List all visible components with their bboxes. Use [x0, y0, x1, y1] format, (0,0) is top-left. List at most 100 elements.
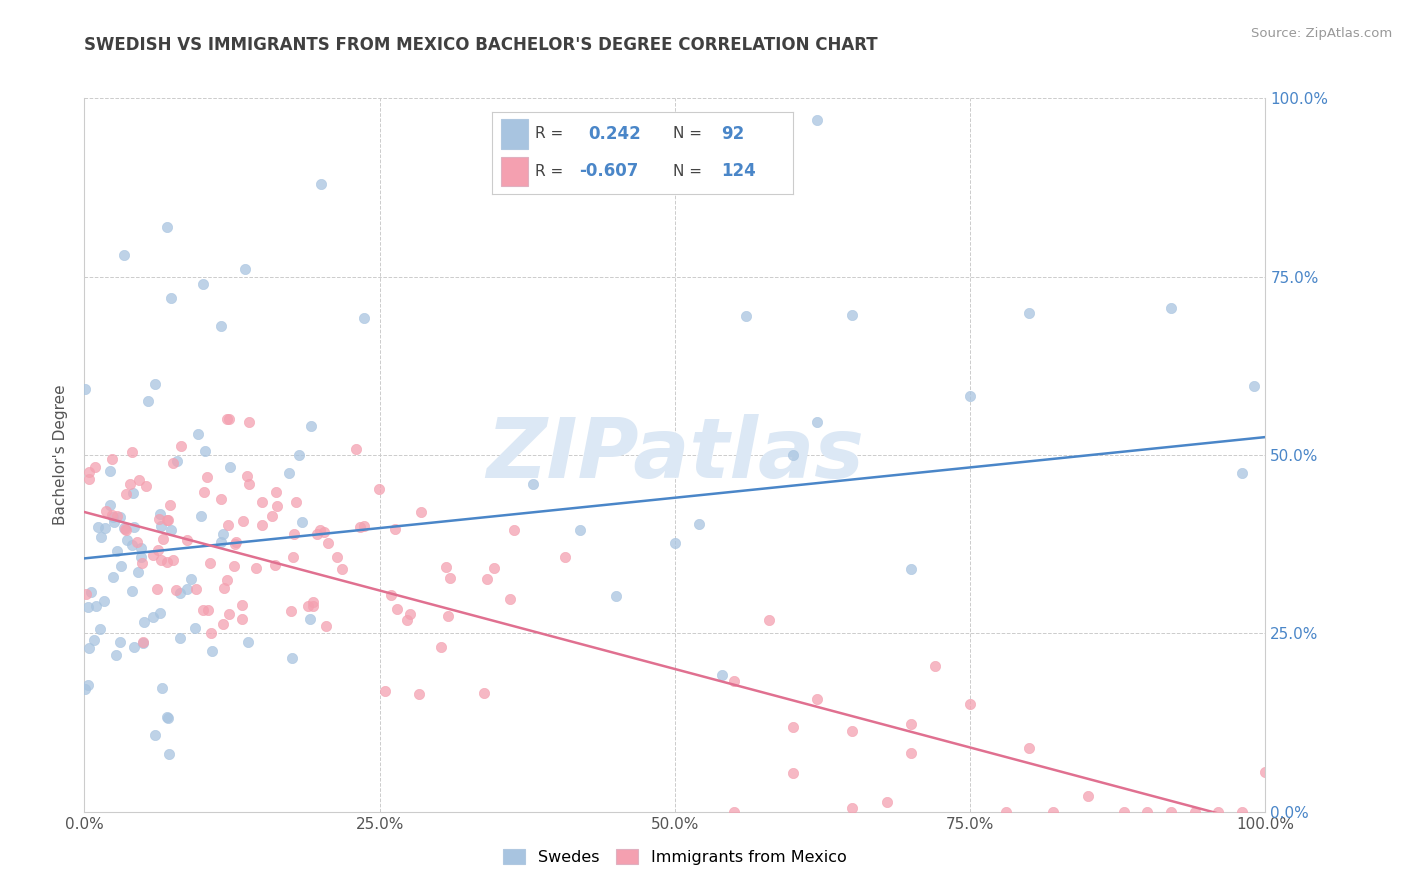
Point	[198, 556, 221, 570]
Point	[105, 648, 128, 662]
Point	[142, 609, 165, 624]
Point	[806, 112, 828, 127]
Point	[1184, 805, 1206, 819]
Text: Source: ZipAtlas.com: Source: ZipAtlas.com	[1251, 27, 1392, 40]
Point	[131, 557, 153, 571]
Point	[77, 472, 100, 486]
Point	[157, 711, 180, 725]
Point	[900, 716, 922, 731]
Point	[75, 382, 97, 396]
Point	[165, 583, 187, 598]
Point	[146, 582, 169, 597]
Legend: Swedes, Immigrants from Mexico: Swedes, Immigrants from Mexico	[496, 843, 853, 871]
Point	[79, 640, 101, 655]
Point	[316, 536, 339, 550]
Y-axis label: Bachelor's Degree: Bachelor's Degree	[53, 384, 69, 525]
Point	[302, 595, 325, 609]
Point	[215, 412, 238, 426]
Point	[114, 524, 136, 538]
Point	[89, 623, 111, 637]
Point	[156, 513, 179, 527]
Point	[522, 477, 544, 491]
Point	[806, 416, 828, 430]
Point	[132, 615, 155, 630]
Point	[1077, 789, 1099, 803]
Point	[156, 513, 179, 527]
Point	[77, 678, 100, 692]
Point	[285, 495, 308, 509]
Point	[782, 765, 804, 780]
Point	[959, 697, 981, 711]
Point	[281, 651, 304, 665]
Point	[114, 487, 136, 501]
Point	[131, 541, 153, 556]
Point	[344, 442, 367, 456]
Point	[201, 643, 224, 657]
Point	[131, 549, 153, 564]
Point	[1136, 805, 1159, 819]
Point	[297, 599, 319, 614]
Point	[157, 747, 180, 761]
Point	[782, 448, 804, 462]
Point	[218, 412, 240, 426]
Point	[841, 800, 863, 814]
Point	[184, 621, 207, 635]
Point	[127, 566, 149, 580]
Point	[280, 604, 302, 618]
Point	[994, 805, 1017, 819]
Point	[263, 558, 285, 572]
Point	[232, 514, 254, 528]
Point	[1018, 306, 1040, 320]
Point	[353, 519, 375, 533]
Point	[291, 515, 314, 529]
Point	[876, 795, 898, 809]
Point	[197, 603, 219, 617]
Point	[212, 617, 235, 632]
Point	[782, 720, 804, 734]
Point	[711, 668, 734, 682]
Point	[218, 607, 240, 622]
Point	[94, 521, 117, 535]
Point	[325, 549, 347, 564]
Point	[1230, 466, 1253, 480]
Point	[688, 516, 710, 531]
Point	[80, 584, 103, 599]
Point	[73, 682, 96, 697]
Point	[121, 445, 143, 459]
Point	[191, 277, 214, 291]
Text: 124: 124	[721, 162, 755, 180]
Point	[349, 520, 371, 534]
Point	[98, 498, 121, 512]
Point	[309, 177, 332, 191]
Point	[122, 640, 145, 654]
Point	[283, 527, 305, 541]
Point	[87, 520, 110, 534]
Point	[93, 593, 115, 607]
Point	[408, 687, 430, 701]
Point	[162, 456, 184, 470]
Point	[159, 499, 181, 513]
Point	[380, 588, 402, 602]
Point	[195, 470, 218, 484]
Point	[231, 598, 253, 612]
Point	[900, 562, 922, 576]
Point	[1206, 805, 1229, 819]
Point	[723, 805, 745, 819]
Point	[734, 309, 756, 323]
Point	[283, 549, 305, 564]
Text: 92: 92	[721, 125, 744, 143]
Point	[122, 520, 145, 534]
Text: R =: R =	[536, 127, 564, 141]
Point	[439, 571, 461, 585]
Point	[169, 632, 191, 646]
Point	[169, 585, 191, 599]
Point	[384, 522, 406, 536]
Point	[430, 640, 453, 654]
Point	[103, 570, 125, 584]
Point	[112, 248, 135, 262]
Point	[353, 310, 375, 325]
Point	[252, 518, 274, 533]
Point	[121, 538, 143, 552]
Point	[114, 522, 136, 536]
Point	[77, 466, 100, 480]
